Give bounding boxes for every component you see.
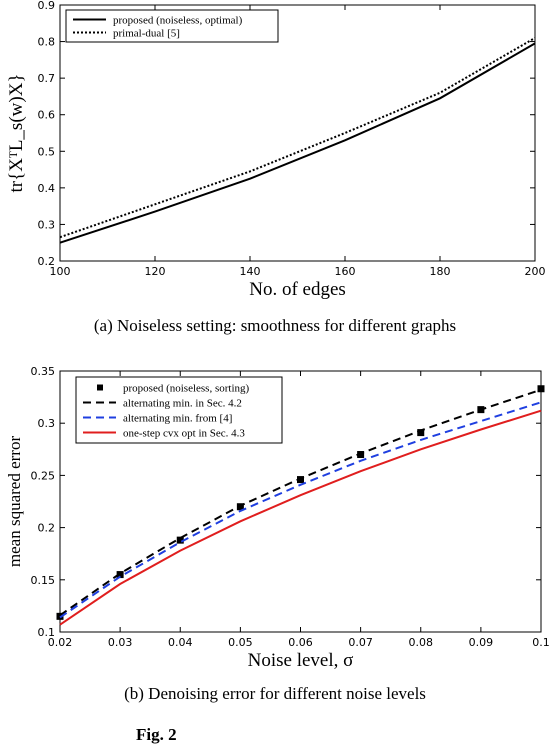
x-tick-label: 0.03 [108,636,133,649]
plot-frame [59,4,536,262]
x-tick-label: 0.05 [228,636,253,649]
series-line [59,401,542,619]
data-point [176,536,184,544]
y-tick-label: 0.6 [38,109,56,122]
caption-a: (a) Noiseless setting: smoothness for di… [93,316,457,335]
y-tick-label: 0.8 [38,36,56,49]
legend-entry: primal-dual [5] [113,28,180,40]
x-tick-label: 200 [525,265,546,278]
denoising-error-chart: 0.02 0.03 0.04 0.05 0.06 0.07 0.08 0.09 0.1 0.1 0.… [5,365,550,671]
y-tick-label: 0.4 [38,182,56,195]
x-tick-label: 140 [240,265,261,278]
y-tick-label: 0.9 [38,0,56,12]
figure-label: Fig. 2 [136,725,177,744]
y-tick-label: 0.25 [31,469,56,482]
data-point [417,429,425,437]
x-tick-label: 0.07 [348,636,373,649]
series-line [59,388,542,617]
x-axis-label: Noise level, σ [248,650,354,671]
y-tick-label: 0.15 [31,574,56,587]
caption-b: (b) Denoising error for different noise … [124,684,426,703]
x-tick-label: 0.1 [532,636,550,649]
legend-entry: alternating min. in Sec. 4.2 [123,398,242,410]
legend-marker [97,384,103,391]
y-tick-label: 0.1 [38,626,56,639]
y-tick-label: 0.7 [38,72,56,85]
y-tick-label: 0.2 [38,522,56,535]
y-tick-label: 0.3 [38,218,56,231]
x-tick-label: 120 [145,265,166,278]
x-tick-label: 0.06 [288,636,313,649]
x-tick-label: 0.04 [168,636,193,649]
legend-box [65,9,279,43]
y-axis-label: mean squared error [5,436,24,568]
x-tick-label: 160 [335,265,356,278]
x-tick-label: 180 [430,265,451,278]
legend-entry: proposed (noiseless, optimal) [113,15,243,27]
legend-entry: one-step cvx opt in Sec. 4.3 [123,428,245,440]
x-tick-label: 0.02 [48,636,73,649]
y-axis-label: tr{XᵀL_s(w)X} [6,73,27,192]
y-tick-label: 0.3 [38,417,56,430]
data-point [537,385,545,393]
y-tick-label: 0.5 [38,145,56,158]
legend-entry: proposed (noiseless, sorting) [123,383,250,395]
x-axis-label: No. of edges [249,279,346,300]
x-tick-label: 0.09 [469,636,494,649]
series-line [59,37,536,239]
smoothness-chart: 100 120 140 160 180 200 0.2 0.3 0.4 0.5 0.6 0.7 0.8 0… [6,0,546,300]
x-tick-label: 0.08 [409,636,434,649]
x-tick-label: 100 [50,265,71,278]
y-tick-label: 0.35 [31,365,56,378]
series-line [59,409,542,626]
legend-entry: alternating min. from [4] [123,413,232,425]
y-tick-label: 0.2 [38,255,56,268]
series-line [59,42,536,244]
